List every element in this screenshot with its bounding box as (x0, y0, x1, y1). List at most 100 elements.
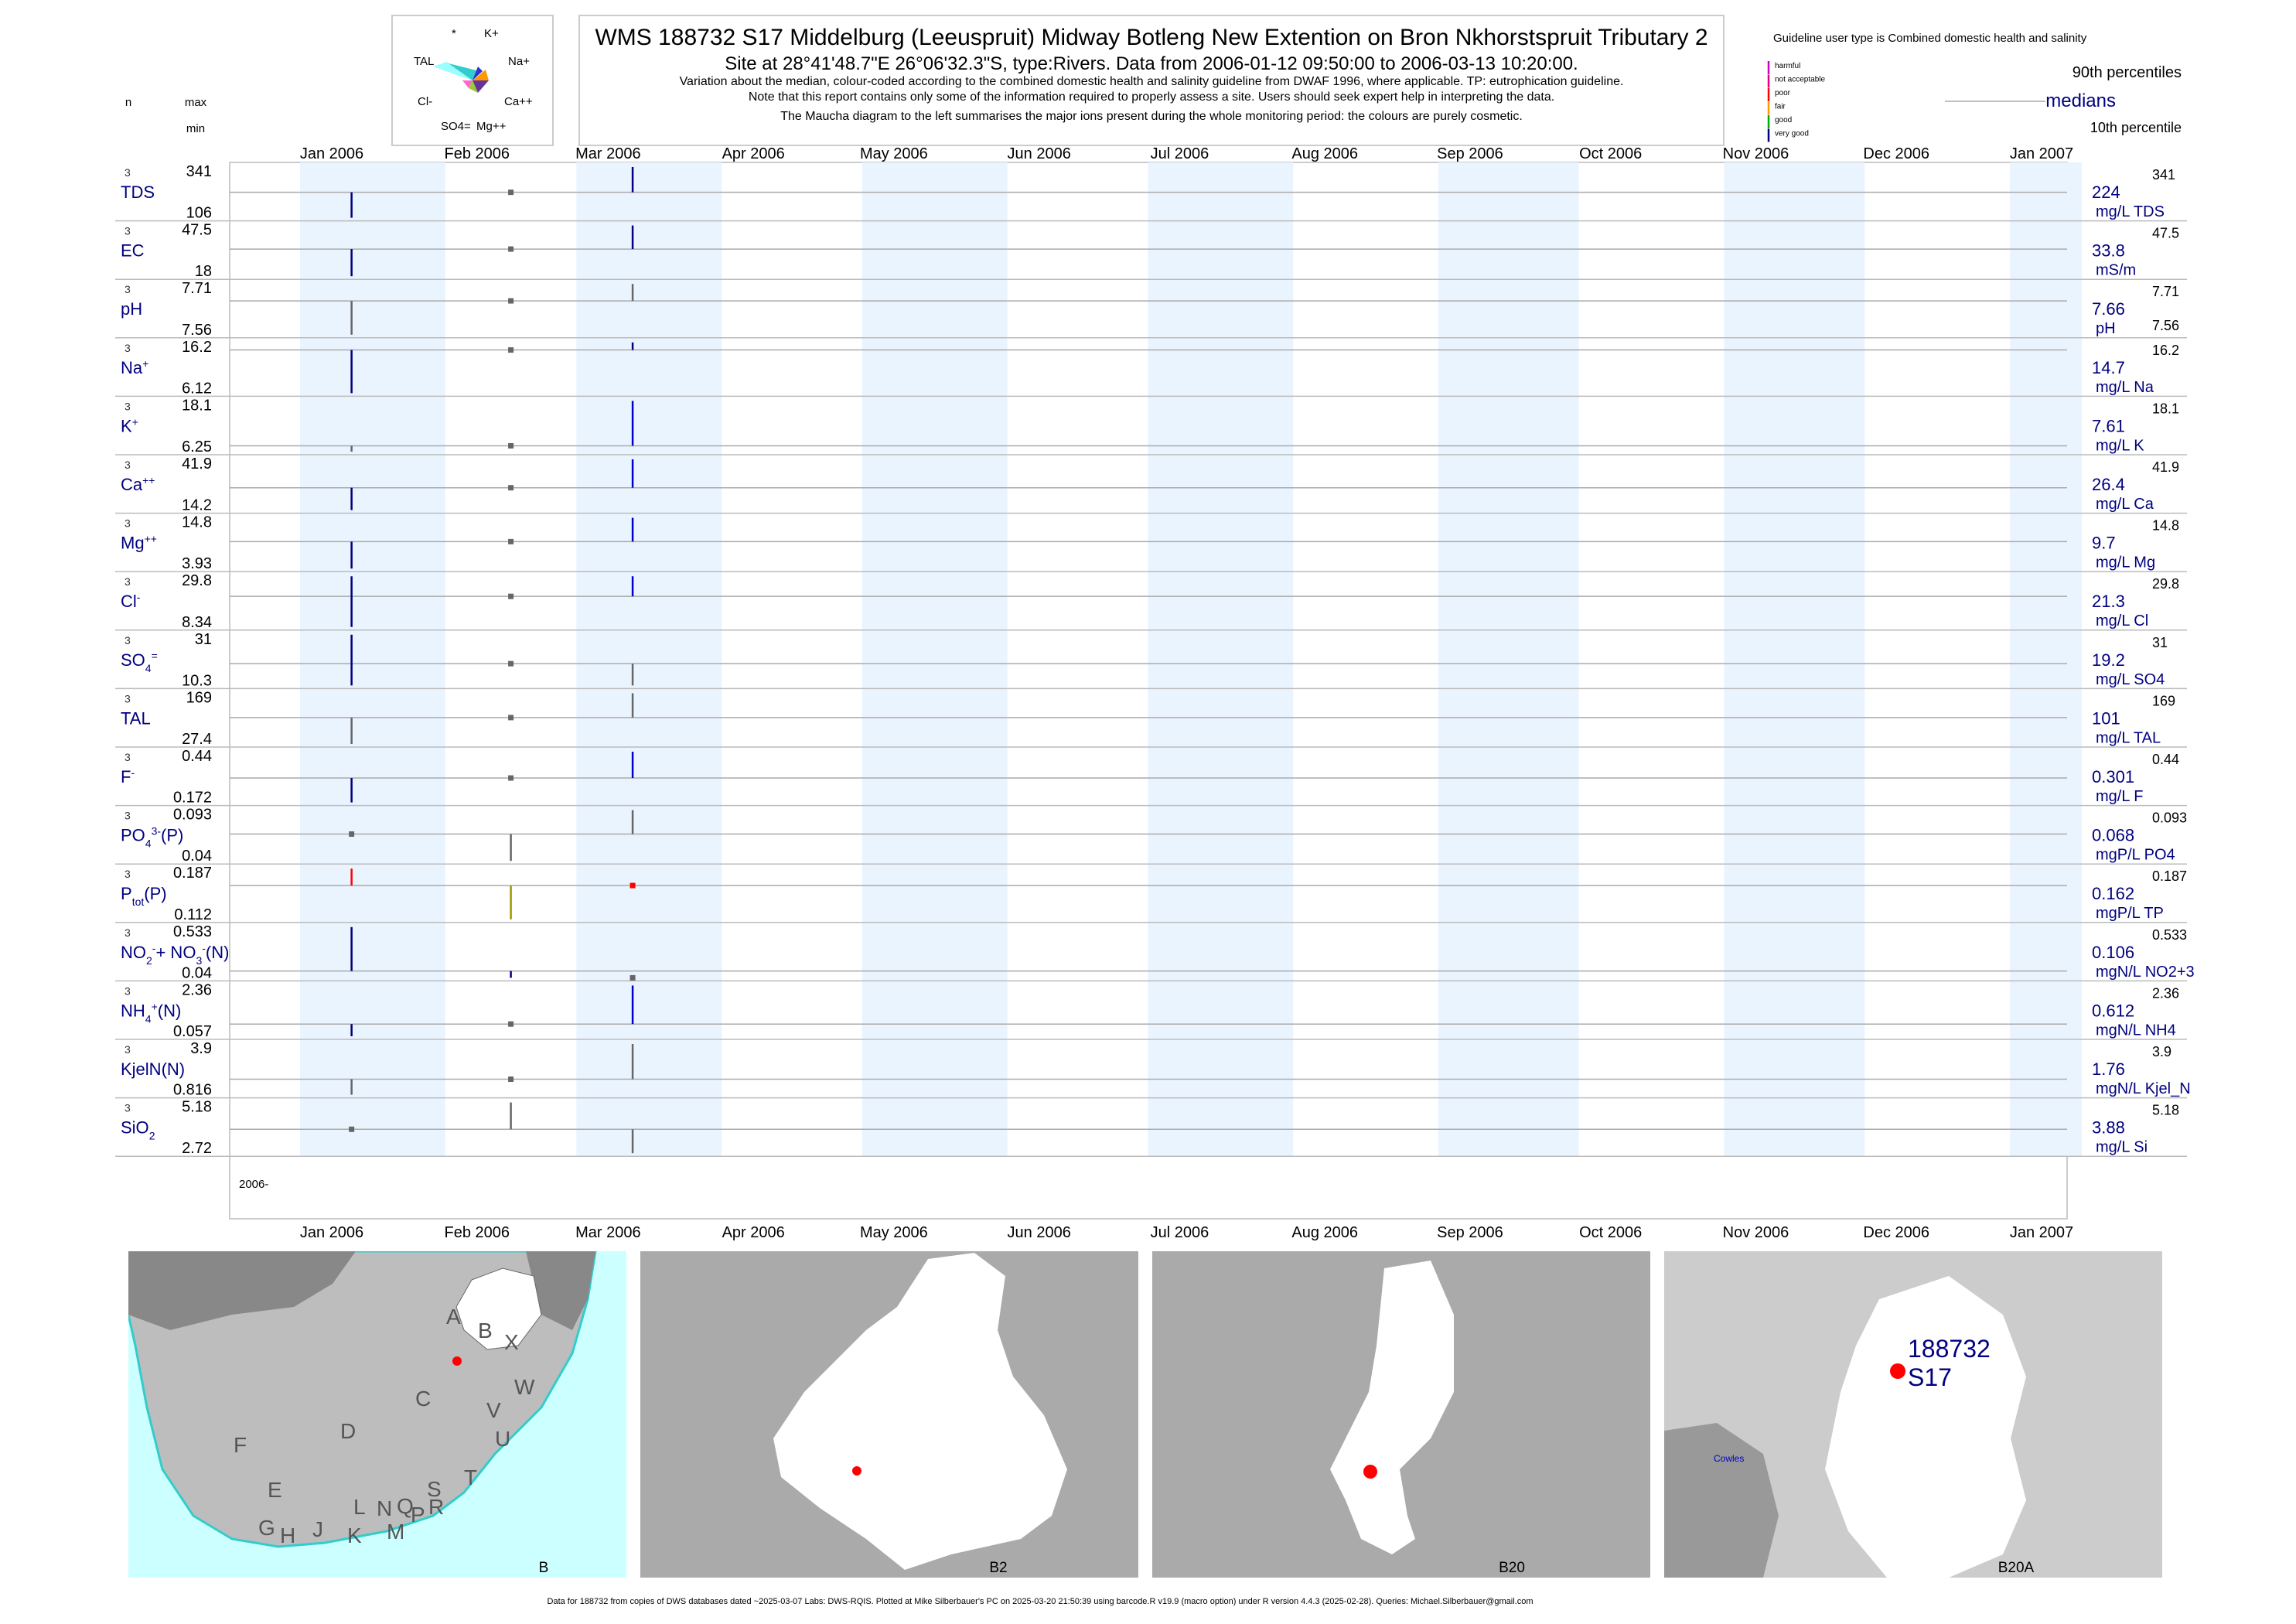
panel-unit: mgP/L PO4 (2096, 847, 2175, 864)
sample-point (508, 485, 514, 491)
legend-p90: 90th percentiles (2073, 64, 2182, 81)
drainage-region-label: N (377, 1496, 392, 1520)
x-tick-label: Mar 2006 (575, 145, 641, 162)
panel-n: 3 (125, 810, 131, 822)
drainage-region-label: Q (397, 1494, 414, 1518)
col-header-n: n (125, 96, 131, 109)
x-tick-label: Jan 2006 (300, 1224, 363, 1241)
panel-n: 3 (125, 517, 131, 530)
panel-min: 0.057 (173, 1023, 212, 1040)
legend-category-label: very good (1775, 130, 1809, 138)
sample-point (508, 538, 514, 544)
legend-categories: harmful not acceptable poor fair good very go… (1767, 61, 1825, 142)
panel-min: 0.816 (173, 1082, 212, 1099)
sample-point (508, 298, 514, 304)
panel-min: 10.3 (182, 672, 212, 689)
site-label-id: 188732 (1908, 1335, 1991, 1363)
panel-median: 7.66 (2092, 299, 2125, 319)
panel-ca: 3 41.9 14.2 Ca++ 26.4 mg/L Ca 41.9 (115, 455, 2187, 514)
panel-parameter-label: TAL (121, 708, 151, 728)
x-tick-label: Feb 2006 (445, 145, 510, 162)
panel-min: 3.93 (182, 555, 212, 572)
site-marker (1890, 1363, 1905, 1379)
sample-point (508, 442, 514, 449)
x-tick-label: Sep 2006 (1437, 145, 1503, 162)
sample-point (629, 974, 636, 981)
maucha-label: * (452, 27, 456, 40)
panel-unit: mg/L TDS (2096, 203, 2165, 220)
x-tick-label: Jun 2006 (1008, 1224, 1071, 1241)
sample-point (508, 347, 514, 353)
panel-min: 8.34 (182, 614, 212, 631)
panel-max: 16.2 (182, 339, 212, 356)
panel-max: 0.093 (173, 807, 212, 824)
drainage-region-label: M (387, 1520, 404, 1544)
panel-na: 3 16.2 6.12 Na+ 14.7 mg/L Na 16.2 (115, 339, 2187, 397)
map-catchment (1825, 1276, 2026, 1578)
legend-medians: medians (2045, 90, 2116, 111)
sample-point (508, 593, 514, 599)
panel-median: 14.7 (2092, 358, 2125, 377)
drainage-region-label: R (428, 1495, 444, 1519)
map-caption: B2 (989, 1560, 1007, 1576)
header: WMS 188732 S17 Middelburg (Leeuspruit) M… (578, 15, 1725, 146)
panel-max: 341 (186, 163, 212, 180)
sample-point (508, 189, 514, 196)
x-tick-label: Mar 2006 (575, 1224, 641, 1241)
panel-parameter-label: SO4= (121, 650, 158, 674)
maucha-ca-sector (473, 70, 489, 80)
panel-min: 2.72 (182, 1140, 212, 1157)
map-panel-3: B20 (1152, 1251, 1650, 1578)
panel-parameter-label: Ptot(P) (121, 884, 167, 908)
panel-parameter-label: Na+ (121, 357, 148, 377)
maucha-diagram: * K+ TAL Na+ Cl- Ca++ SO4= Mg++ (391, 15, 554, 146)
drainage-region-label: F (234, 1433, 247, 1457)
panel-k: 3 18.1 6.25 K+ 7.61 mg/L K 18.1 (115, 397, 2187, 455)
panel-unit: mg/L K (2096, 437, 2144, 454)
panel-right-max: 47.5 (2152, 226, 2179, 241)
panel-n: 3 (125, 283, 131, 295)
year-label: 2006- (239, 1178, 268, 1191)
panel-parameter-label: F- (121, 766, 135, 786)
drainage-region-label: A (446, 1305, 461, 1329)
panel-right-max: 41.9 (2152, 459, 2179, 475)
sample-point (629, 882, 636, 889)
panel-ec: 3 47.5 18 EC 33.8mS/m 47.5 (115, 222, 2187, 280)
panel-min: 27.4 (182, 731, 212, 748)
panel-n: 3 (125, 575, 131, 588)
page-subtitle: Site at 28°41'48.7"E 26°06'32.3"S, type:… (725, 53, 1578, 74)
drainage-region-label: U (495, 1427, 510, 1451)
drainage-region-label: G (258, 1516, 275, 1540)
map-catchment (1330, 1261, 1454, 1554)
drainage-region-label: V (486, 1398, 501, 1422)
panel-parameter-label: NH4+(N) (121, 1000, 181, 1025)
sample-point (508, 1021, 514, 1027)
panel-max: 169 (186, 689, 212, 706)
x-tick-label: Aug 2006 (1291, 1224, 1358, 1241)
drainage-region-label: B (478, 1319, 493, 1343)
panel-min: 6.12 (182, 380, 212, 397)
panel-unit: mg/L Na (2096, 379, 2154, 396)
panel-n: 3 (125, 984, 131, 997)
map-neighbour (128, 1251, 356, 1330)
panel-median: 101 (2092, 708, 2120, 728)
panel-max: 5.18 (182, 1099, 212, 1116)
drainage-region-label: L (353, 1495, 366, 1519)
panel-min: 0.172 (173, 790, 212, 807)
panel-n: 3 (125, 459, 131, 471)
sample-point (349, 831, 355, 838)
site-marker (452, 1356, 462, 1366)
drainage-region-label: E (268, 1478, 282, 1502)
drainage-region-label: X (504, 1330, 519, 1354)
panel-unit: mS/m (2096, 262, 2136, 279)
panel-min: 7.56 (182, 322, 212, 339)
month-band (1724, 162, 1865, 1157)
panel-right-max: 7.71 (2152, 284, 2179, 299)
x-tick-label: Jul 2006 (1151, 1224, 1209, 1241)
sample-point (508, 1076, 514, 1083)
panel-max: 14.8 (182, 514, 212, 531)
